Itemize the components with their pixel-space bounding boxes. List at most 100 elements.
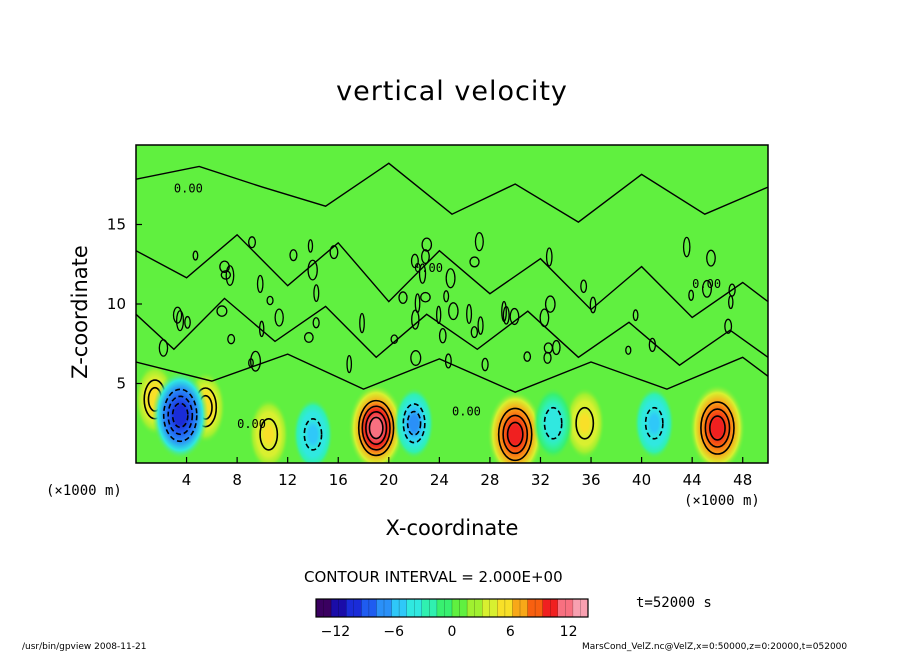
footer-right: MarsCond_VelZ.nc@VelZ,x=0:50000,z=0:2000… (582, 642, 848, 652)
colorbar-swatch (572, 599, 589, 617)
small-contour (192, 250, 199, 261)
small-contour (175, 310, 185, 332)
x-tick-label: 16 (329, 471, 348, 489)
small-contour (158, 339, 169, 357)
small-contour (248, 358, 254, 368)
colorbar-swatch (512, 599, 529, 617)
y-tick-label: 10 (107, 295, 126, 313)
small-contour (438, 328, 447, 344)
small-contour (477, 316, 484, 335)
updraft-contour (575, 406, 595, 440)
x-unit-left: (×1000 m) (46, 483, 122, 499)
small-contour (728, 283, 736, 297)
updraft-5 (248, 398, 289, 463)
small-contour (421, 249, 430, 265)
colorbar-swatch (421, 599, 438, 617)
small-contour (470, 326, 479, 339)
colorbar-tick-label: −12 (321, 624, 351, 640)
small-contour (219, 260, 230, 273)
small-contour (258, 320, 265, 338)
small-contour (448, 302, 459, 321)
small-contour (274, 308, 284, 327)
x-tick-label: 12 (278, 471, 297, 489)
downdraft-contour (162, 388, 198, 443)
x-tick-label: 36 (581, 471, 600, 489)
small-contour (682, 236, 691, 258)
small-contour (648, 337, 657, 353)
colorbar-swatch (467, 599, 483, 617)
small-contour (410, 253, 419, 269)
time-label: t=52000 s (636, 595, 712, 611)
small-contour (184, 315, 191, 329)
small-contour (303, 332, 314, 343)
small-contour (625, 345, 632, 355)
small-contour (445, 268, 456, 289)
downdraft-contour (406, 410, 422, 436)
downdraft-contour (167, 395, 194, 436)
colorbar-swatch (406, 599, 423, 617)
contour-label: 0.00 (414, 261, 443, 275)
y-tick-label: 15 (107, 216, 126, 234)
zero-contour-line (136, 353, 768, 393)
colorbar-swatch (452, 599, 468, 617)
contour-interval-label: CONTOUR INTERVAL = 2.000E+00 (304, 568, 563, 586)
updraft-contour (700, 401, 735, 455)
zero-contour-line (136, 297, 768, 367)
x-tick-label: 4 (182, 471, 192, 489)
contour-label: 0.00 (174, 182, 203, 196)
small-contour (410, 350, 422, 366)
small-contour (544, 295, 556, 313)
updraft-contour (368, 416, 384, 440)
updraft-contour (365, 411, 388, 445)
small-contour (307, 239, 314, 253)
small-contour (398, 291, 408, 304)
colorbar-tick-label: 12 (560, 624, 578, 640)
small-contour (289, 249, 298, 262)
colorbar-swatch (557, 599, 574, 617)
small-contour (509, 307, 520, 326)
x-tick-label: 32 (531, 471, 550, 489)
small-contour (523, 351, 532, 362)
small-contour (701, 279, 713, 298)
colorbar-tick-label: 6 (506, 624, 515, 640)
small-contour (724, 318, 733, 334)
small-contour (539, 308, 550, 328)
downdraft-7 (152, 371, 209, 460)
small-contour (256, 274, 264, 294)
small-contour (248, 236, 257, 249)
small-contour (329, 245, 339, 260)
small-contour (225, 265, 235, 286)
colorbar-swatch (497, 599, 513, 617)
small-contour (632, 309, 639, 322)
small-contour (706, 249, 716, 267)
small-contour (474, 232, 484, 252)
downdraft-contour (402, 403, 426, 444)
colorbar-tick-label: 0 (448, 624, 457, 640)
x-tick-label: 44 (683, 471, 702, 489)
contour-label: 0.00 (692, 277, 721, 291)
small-contour (418, 263, 427, 284)
small-contour (411, 309, 420, 330)
zero-contour-line (136, 162, 768, 223)
x-tick-label: 24 (430, 471, 449, 489)
small-contour (688, 289, 695, 301)
colorbar-swatch (376, 599, 393, 617)
colorbar-swatch (391, 599, 408, 617)
downdraft-10 (533, 387, 574, 460)
colorbar-swatch (346, 599, 362, 617)
downdraft-contour (644, 406, 664, 440)
updraft-contour (506, 421, 524, 448)
x-tick-label: 20 (379, 471, 398, 489)
x-tick-label: 40 (632, 471, 651, 489)
updraft-contour (709, 415, 726, 441)
updraft-contour (361, 405, 391, 451)
updraft-contour (357, 399, 395, 457)
small-contour (466, 303, 473, 325)
small-contour (420, 291, 431, 303)
colorbar-swatch (436, 599, 453, 617)
downdraft-contour (303, 418, 323, 451)
colorbar-frame (315, 598, 589, 618)
colorbar-swatch (331, 599, 347, 617)
small-contour (543, 342, 554, 354)
contour-label: 0.00 (237, 417, 266, 431)
